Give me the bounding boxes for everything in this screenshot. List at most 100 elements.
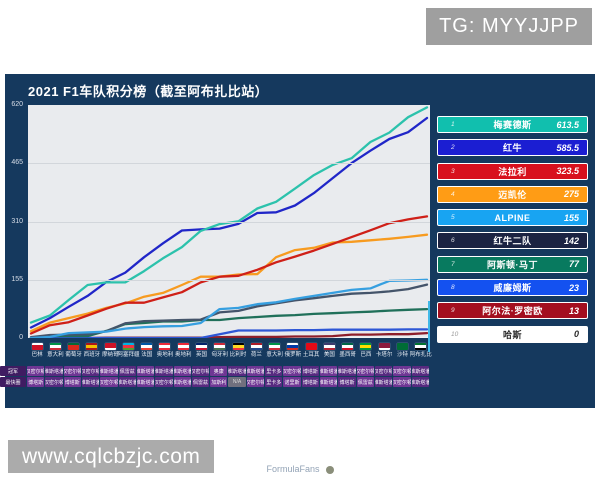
flag-stripe	[415, 345, 427, 348]
rank-number: 9	[451, 307, 455, 315]
flag-stripe	[31, 347, 43, 350]
race-flag-icon	[68, 343, 80, 350]
result-cell: 维斯塔潘	[45, 366, 63, 376]
team-name: 红牛二队	[493, 236, 532, 247]
result-cell: 维斯塔潘	[374, 377, 393, 387]
standings-row: 3 法拉利 323.5	[437, 162, 588, 180]
race-label: 葡萄牙	[65, 352, 82, 358]
race-flag-icon	[287, 343, 299, 350]
race-flag-icon	[214, 343, 226, 350]
flag-stripe	[287, 343, 299, 346]
result-cell: 汉密尔顿	[374, 366, 393, 376]
flag-stripe	[360, 345, 372, 348]
race-flag-icon	[177, 343, 189, 350]
flag-stripe	[415, 347, 427, 350]
result-cell: 汉密尔顿	[191, 366, 210, 376]
chart-edge-artifact	[428, 301, 430, 352]
flag-stripe	[360, 347, 372, 350]
race-label: 阿塞拜疆	[117, 352, 140, 358]
flag-stripe	[49, 345, 61, 348]
result-cell: 汉密尔顿	[356, 366, 374, 376]
race-flag-icon	[360, 343, 372, 350]
series-line	[29, 328, 429, 338]
standings-row: 9 阿尔法·罗密欧 13	[437, 302, 588, 320]
x-axis-column: 阿塞拜疆	[117, 343, 140, 358]
rank-number: 2	[451, 144, 455, 152]
race-flag-icon	[342, 343, 354, 350]
race-flag-icon	[196, 343, 208, 350]
race-label: 意大利	[266, 352, 283, 358]
x-axis-column: 匈牙利	[211, 343, 229, 358]
flag-stripe	[396, 343, 408, 346]
team-name: 阿尔法·罗密欧	[482, 306, 543, 317]
result-cell: 里卡多	[265, 377, 283, 387]
race-flag-icon	[31, 343, 43, 350]
rank-number: 8	[451, 284, 455, 292]
y-axis-tick: 155	[11, 275, 23, 283]
race-label: 意大利	[47, 352, 64, 358]
x-axis-column: 意大利	[265, 343, 283, 358]
flag-stripe	[305, 347, 317, 350]
flag-stripe	[68, 347, 80, 350]
race-flag-icon	[86, 343, 98, 350]
team-name: ALPINE	[494, 212, 531, 223]
result-cell: 维斯塔潘	[338, 366, 356, 376]
series-line	[29, 106, 429, 324]
standings-row: 7 阿斯顿·马丁 77	[437, 255, 588, 273]
race-label: 法国	[141, 352, 153, 358]
flag-stripe	[68, 343, 80, 346]
result-cell: 汉密尔顿	[27, 366, 45, 376]
race-label: 卡塔尔	[375, 352, 393, 358]
result-cell: 维斯塔潘	[320, 366, 338, 376]
x-axis-column: 墨西哥	[339, 343, 357, 358]
x-axis-column: 巴林	[28, 343, 46, 358]
standings-row: 5 ALPINE 155	[437, 209, 588, 227]
gridline	[28, 163, 430, 165]
race-label: 墨西哥	[339, 352, 356, 358]
result-cell: 汉密尔顿	[155, 377, 173, 387]
race-label: 匈牙利	[211, 352, 229, 358]
flag-stripe	[396, 345, 408, 348]
y-axis-tick: 310	[11, 217, 23, 225]
team-points: 323.5	[556, 166, 579, 177]
flag-stripe	[122, 343, 134, 346]
flag-stripe	[122, 345, 134, 348]
result-cell: 汉密尔顿	[283, 366, 301, 376]
x-axis: 巴林 意大利 葡萄牙 西班牙 摩纳哥 阿塞拜疆 法国 奥地利 奥地利 英国 匈牙利 比利时 荷兰 意大利俄…	[28, 343, 432, 358]
flag-stripe	[177, 345, 189, 348]
race-label: 英国	[196, 352, 208, 358]
x-axis-column: 西班牙	[83, 343, 101, 358]
gridline	[28, 221, 430, 223]
flag-stripe	[214, 345, 226, 348]
x-axis-column: 葡萄牙	[65, 343, 83, 358]
results-row-label: 冠军	[0, 366, 26, 376]
standings-row: 4 迈凯伦 275	[437, 185, 588, 203]
result-cell: 维斯塔潘	[320, 377, 338, 387]
flag-stripe	[287, 347, 299, 350]
flag-stripe	[122, 347, 134, 350]
team-name: 法拉利	[498, 166, 527, 177]
results-row-label: 最快圈	[0, 377, 26, 387]
result-cell: 汉密尔顿	[45, 377, 63, 387]
flag-stripe	[214, 343, 226, 346]
flag-stripe	[49, 343, 61, 346]
team-points: 585.5	[556, 142, 579, 153]
result-cell: 维斯塔潘	[81, 377, 100, 387]
standings-row: 8 威廉姆斯 23	[437, 279, 588, 297]
flag-stripe	[232, 345, 244, 348]
standings-row: 2 红牛 585.5	[437, 139, 588, 157]
result-cell: 博塔斯	[63, 377, 81, 387]
result-cell: 佩雷兹	[356, 377, 374, 387]
flag-stripe	[141, 343, 153, 346]
team-name: 哈斯	[502, 329, 522, 340]
race-label: 俄罗斯	[284, 352, 302, 358]
flag-stripe	[177, 343, 189, 346]
flag-stripe	[342, 347, 354, 350]
race-flag-icon	[232, 343, 244, 350]
flag-stripe	[196, 347, 208, 350]
result-cell: 维斯塔潘	[155, 366, 173, 376]
x-axis-column: 摩纳哥	[101, 343, 119, 358]
flag-stripe	[378, 343, 390, 346]
race-flag-icon	[250, 343, 262, 350]
